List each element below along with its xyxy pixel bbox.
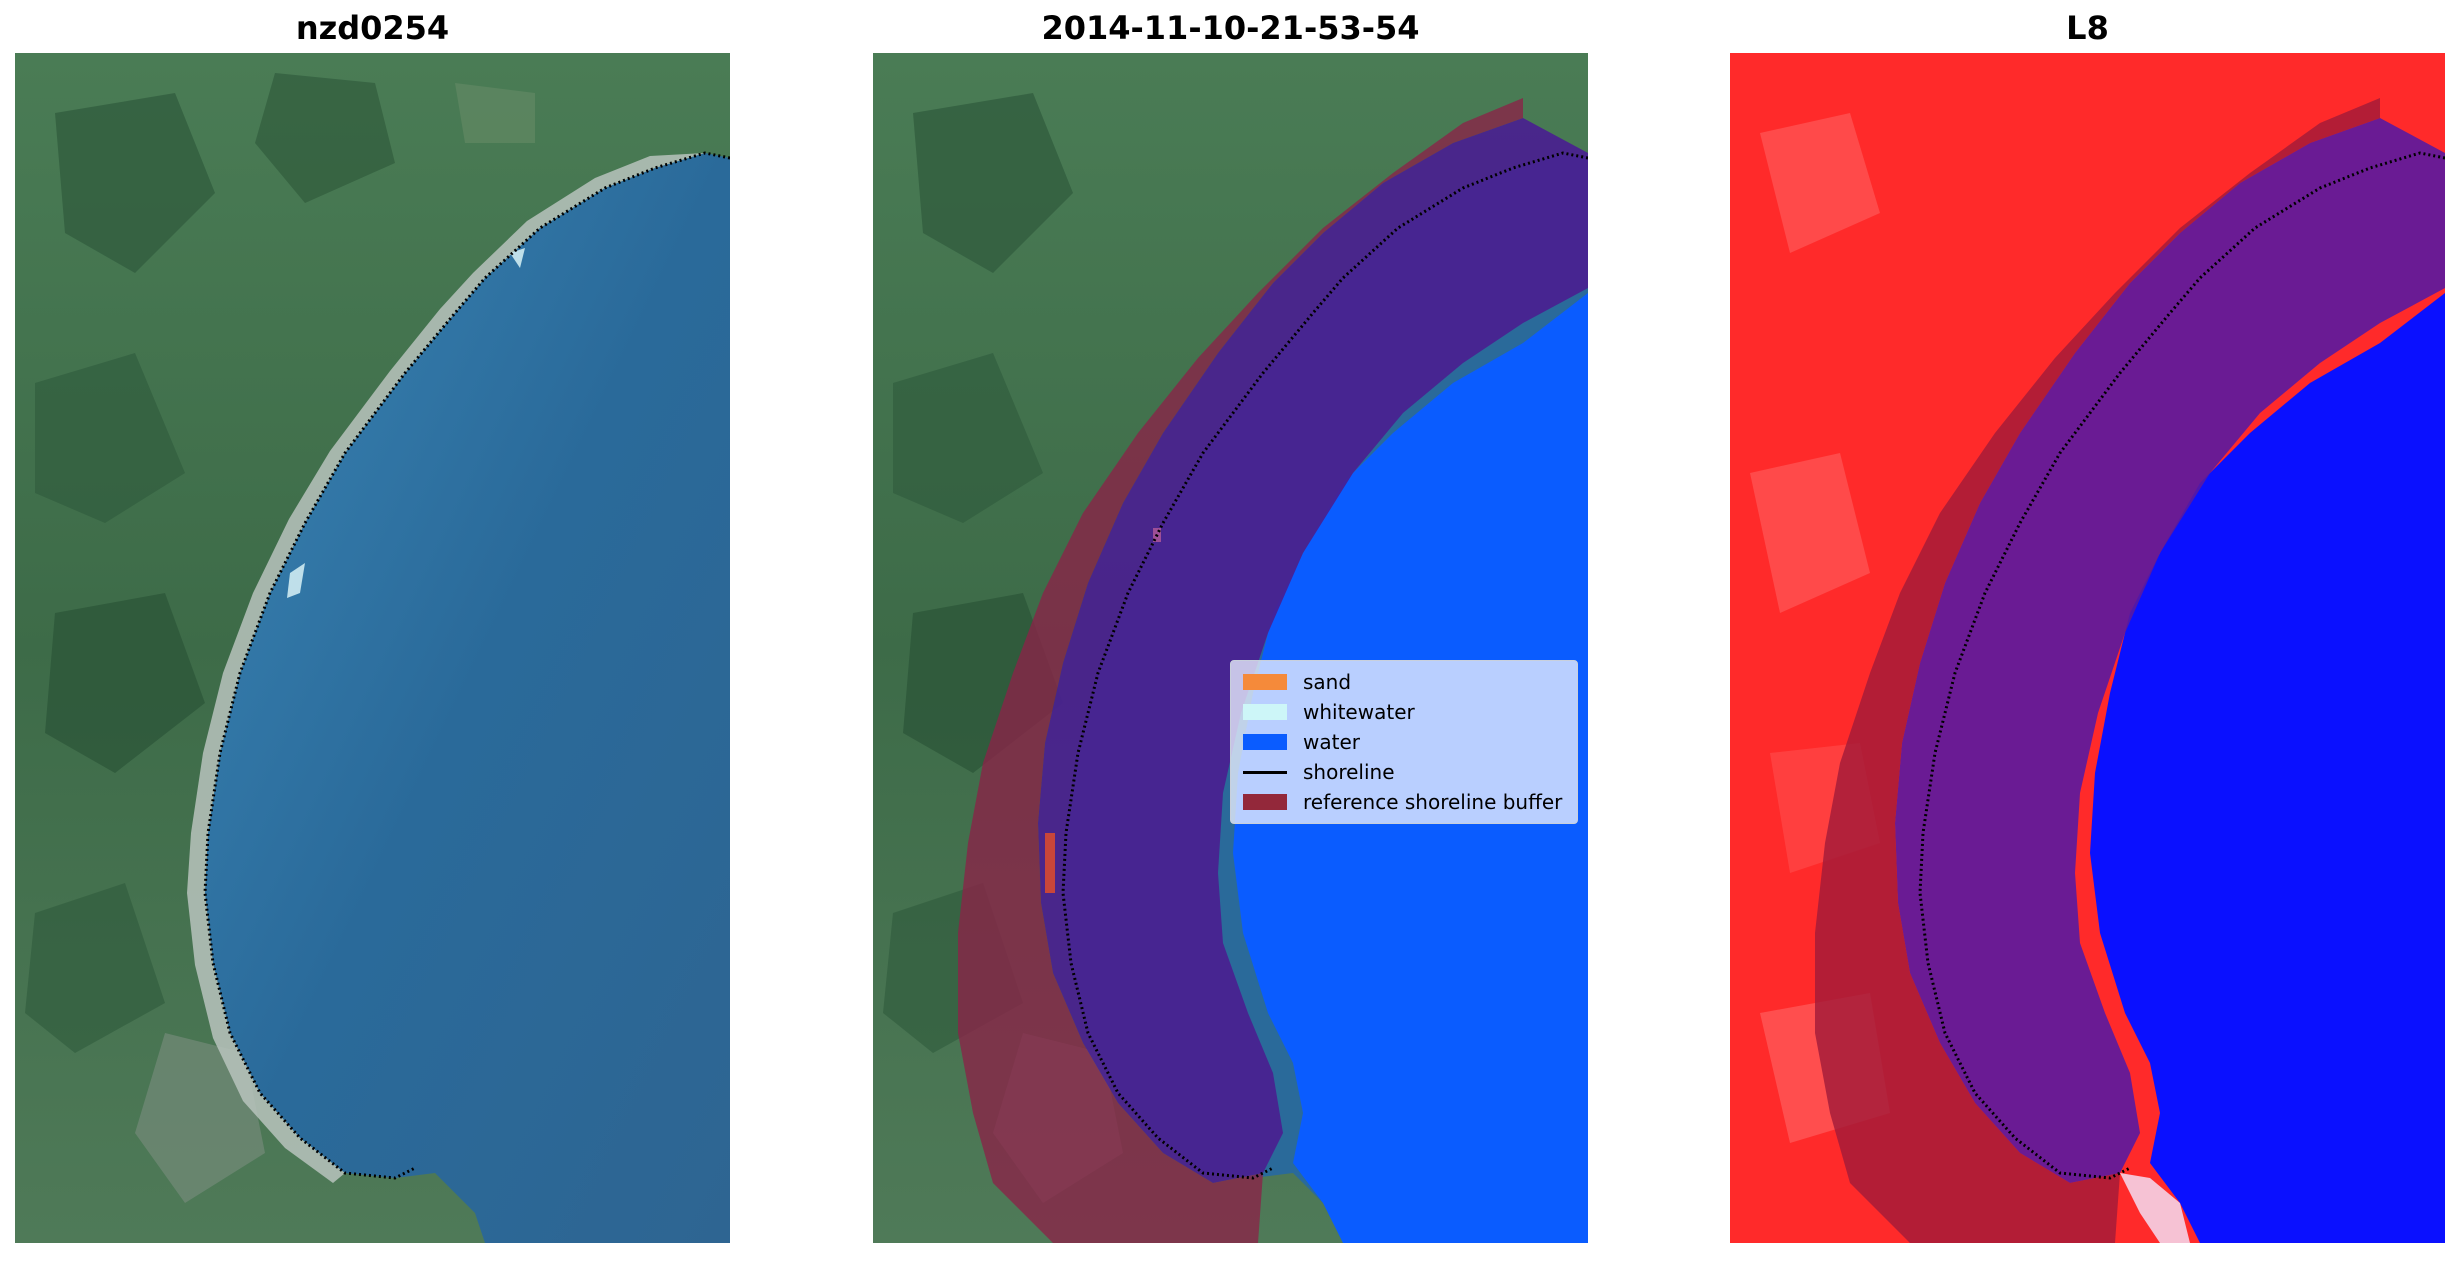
- rgb-satellite-image: [15, 53, 730, 1243]
- legend-item-shoreline: shoreline: [1243, 757, 1567, 787]
- buffer-over-water: [1038, 118, 1588, 1183]
- legend-label: water: [1303, 730, 1360, 754]
- panel-title-index: L8: [2066, 9, 2109, 47]
- classified-image-panel: [873, 53, 1588, 1243]
- legend-item-water: water: [1243, 727, 1567, 757]
- rgb-image-panel: [15, 53, 730, 1243]
- index-image-panel: [1730, 53, 2445, 1243]
- sand-class-patch: [1045, 833, 1055, 893]
- legend-item-sand: sand: [1243, 667, 1567, 697]
- map-legend: sand whitewater water shoreline referenc…: [1230, 660, 1578, 824]
- whitewater-swatch: [1243, 704, 1287, 720]
- classified-image: [873, 53, 1588, 1243]
- legend-label: shoreline: [1303, 760, 1395, 784]
- legend-label: sand: [1303, 670, 1352, 694]
- shoreline-line-swatch: [1243, 770, 1287, 774]
- legend-label: whitewater: [1303, 700, 1415, 724]
- sand-swatch: [1243, 674, 1287, 690]
- water-swatch: [1243, 734, 1287, 750]
- legend-item-buffer: reference shoreline buffer: [1243, 787, 1567, 817]
- legend-item-whitewater: whitewater: [1243, 697, 1567, 727]
- panel-title-classified: 2014-11-10-21-53-54: [1041, 9, 1420, 47]
- panel-title-rgb: nzd0254: [295, 9, 450, 47]
- index-image: [1730, 53, 2445, 1243]
- buffer-swatch: [1243, 794, 1287, 810]
- legend-label: reference shoreline buffer: [1303, 790, 1563, 814]
- reference-shoreline-buffer: [958, 98, 1523, 1243]
